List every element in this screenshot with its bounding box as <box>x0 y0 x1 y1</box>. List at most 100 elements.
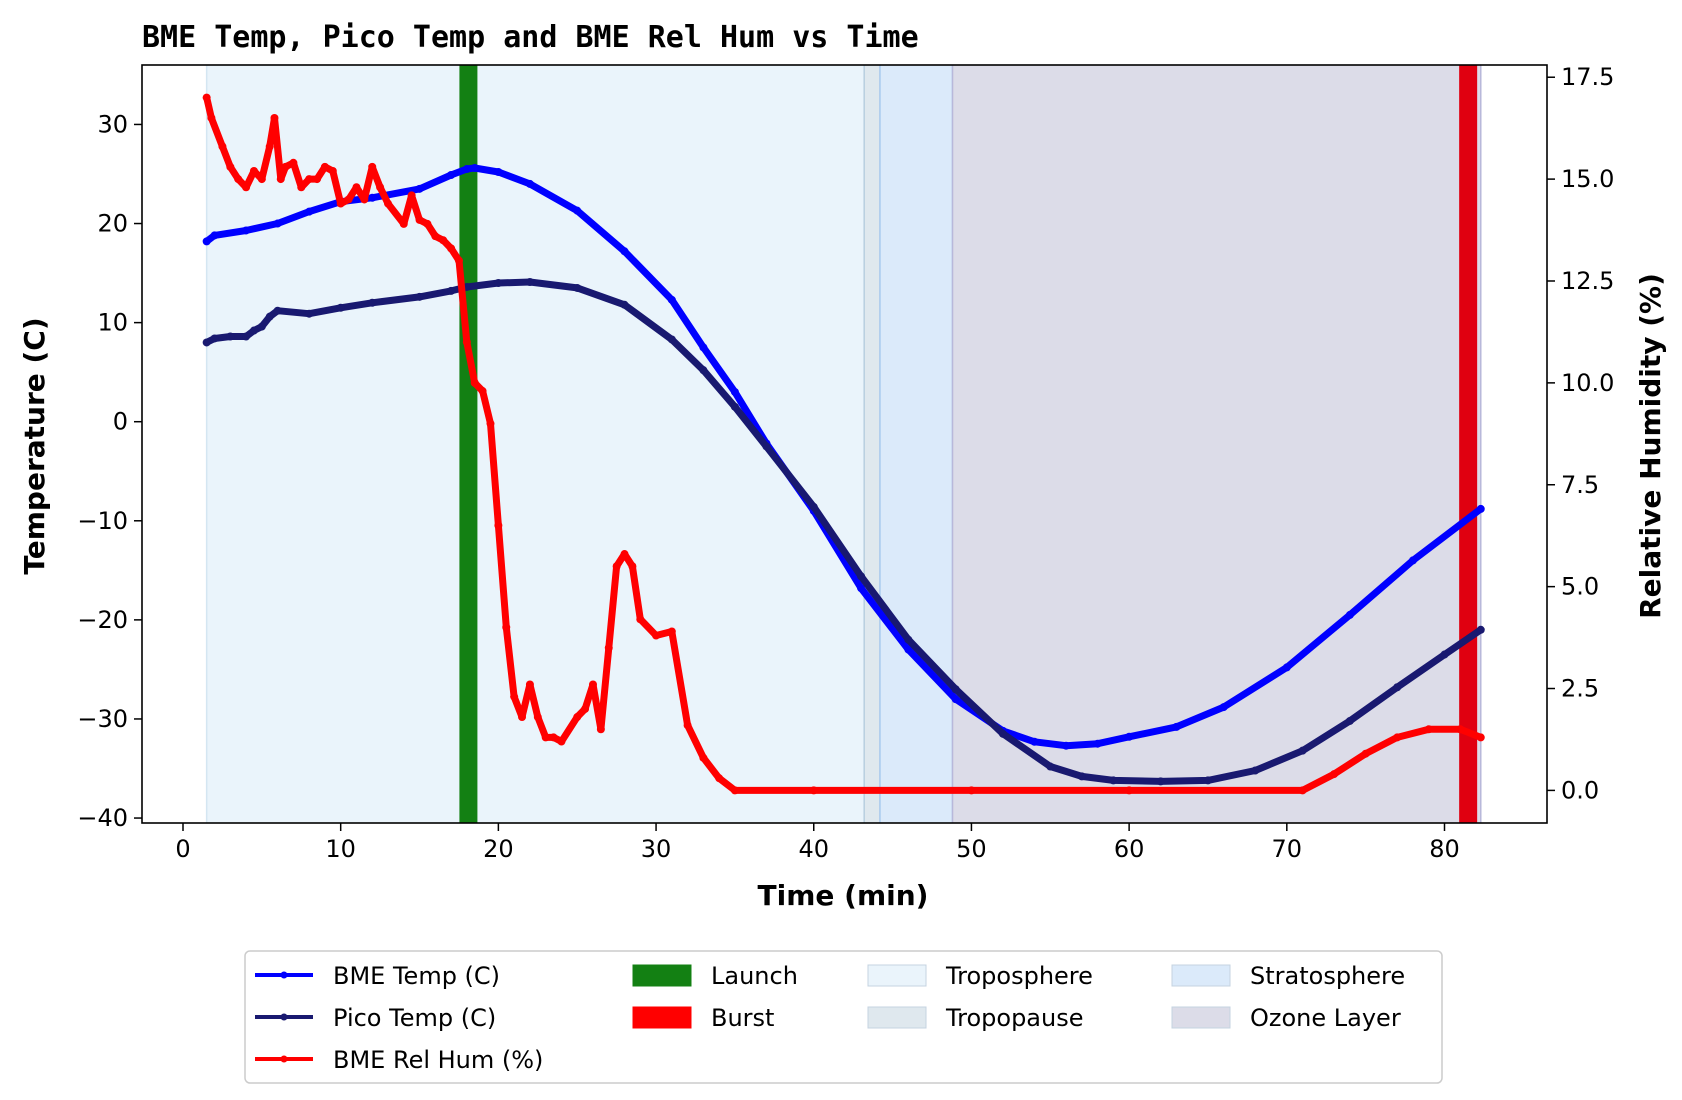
region-ozone-layer <box>952 65 1481 823</box>
legend-label-bme-rel-hum: BME Rel Hum (%) <box>333 1046 543 1074</box>
series-point-bme-rel-hum <box>1361 749 1370 758</box>
series-point-bme-temp <box>494 168 503 177</box>
series-point-bme-rel-hum <box>352 183 361 192</box>
series-point-pico-temp <box>904 635 913 644</box>
series-point-pico-temp <box>730 402 739 411</box>
series-point-bme-temp <box>273 219 282 228</box>
series-point-bme-rel-hum <box>967 786 976 795</box>
series-point-bme-rel-hum <box>336 199 345 208</box>
series-point-bme-temp <box>573 206 582 215</box>
series-point-bme-rel-hum <box>360 195 369 204</box>
series-point-bme-temp <box>210 231 219 240</box>
series-point-bme-rel-hum <box>447 244 456 253</box>
legend: BME Temp (C) Pico Temp (C) BME Rel Hum (%)… <box>244 950 1443 1084</box>
series-point-bme-rel-hum <box>368 162 377 171</box>
series-point-bme-temp <box>202 237 211 246</box>
series-point-bme-rel-hum <box>494 521 503 530</box>
series-point-bme-rel-hum <box>328 166 337 175</box>
series-point-bme-rel-hum <box>510 692 519 701</box>
series-point-pico-temp <box>1251 766 1260 775</box>
y2-tick-label: 17.5 <box>1561 63 1614 91</box>
series-point-pico-temp <box>305 309 314 318</box>
series-point-bme-rel-hum <box>557 737 566 746</box>
series-point-bme-rel-hum <box>486 419 495 428</box>
series-point-bme-rel-hum <box>344 195 353 204</box>
y2-tick-label: 10.0 <box>1561 369 1614 397</box>
series-point-bme-temp <box>904 645 913 654</box>
series-point-bme-temp <box>1093 739 1102 748</box>
series-point-bme-rel-hum <box>218 142 227 151</box>
series-point-bme-rel-hum <box>383 199 392 208</box>
x-tick-label: 50 <box>956 835 987 863</box>
series-point-bme-rel-hum <box>249 166 258 175</box>
series-point-bme-rel-hum <box>439 236 448 245</box>
series-point-bme-rel-hum <box>207 113 216 122</box>
legend-label-stratosphere: Stratosphere <box>1250 962 1405 990</box>
series-point-pico-temp <box>1109 776 1118 785</box>
series-point-bme-rel-hum <box>518 713 527 722</box>
series-point-bme-temp <box>368 193 377 202</box>
series-point-bme-rel-hum <box>715 774 724 783</box>
plot-frame <box>141 64 1548 824</box>
series-point-pico-temp <box>1077 772 1086 781</box>
series-point-bme-temp <box>699 343 708 352</box>
series-point-pico-temp <box>857 572 866 581</box>
series-point-bme-rel-hum <box>242 183 251 192</box>
series-point-bme-rel-hum <box>399 219 408 228</box>
series-point-bme-rel-hum <box>604 643 613 652</box>
series-point-bme-rel-hum <box>320 162 329 171</box>
series-point-bme-rel-hum <box>313 175 322 184</box>
y2-tick-label: 15.0 <box>1561 165 1614 193</box>
series-point-bme-rel-hum <box>588 680 597 689</box>
legend-swatch-burst <box>632 1006 692 1029</box>
series-point-pico-temp <box>494 278 503 287</box>
x-tick-label: 80 <box>1429 835 1460 863</box>
series-point-bme-rel-hum <box>541 733 550 742</box>
series-point-bme-rel-hum <box>376 183 385 192</box>
series-point-bme-rel-hum <box>620 550 629 559</box>
series-point-bme-rel-hum <box>470 378 479 387</box>
series-point-bme-rel-hum <box>407 191 416 200</box>
legend-label-tropopause: Tropopause <box>945 1004 1084 1032</box>
x-tick-label: 20 <box>483 835 514 863</box>
legend-swatch-ozone-layer <box>1171 1006 1231 1029</box>
y-tick-label: −30 <box>77 705 128 733</box>
series-point-bme-temp <box>1219 703 1228 712</box>
series-point-pico-temp <box>998 729 1007 738</box>
x-tick-label: 0 <box>175 835 190 863</box>
legend-swatch-troposphere <box>867 964 927 987</box>
series-point-bme-temp <box>415 184 424 193</box>
series-point-bme-temp <box>305 207 314 216</box>
series-point-bme-temp <box>462 165 471 174</box>
legend-swatch-tropopause <box>867 1006 927 1029</box>
series-line-bme-temp <box>203 164 1485 750</box>
series-point-bme-rel-hum <box>533 713 542 722</box>
y2-tick-label: 5.0 <box>1561 573 1599 601</box>
series-point-bme-temp <box>1125 732 1134 741</box>
y-tick-label: −20 <box>77 606 128 634</box>
series-point-pico-temp <box>1046 762 1055 771</box>
series-point-bme-temp <box>730 387 739 396</box>
region-stratosphere <box>879 65 953 823</box>
launch-bar <box>459 65 478 823</box>
series-point-bme-temp <box>1408 556 1417 565</box>
series-point-bme-temp <box>447 170 456 179</box>
y-tick-label: 20 <box>97 210 128 238</box>
y2-tick-label: 2.5 <box>1561 675 1599 703</box>
series-point-bme-rel-hum <box>667 627 676 636</box>
series-point-bme-rel-hum <box>257 175 266 184</box>
series-point-bme-temp <box>1062 741 1071 750</box>
series-point-pico-temp <box>525 277 534 286</box>
series-point-bme-temp <box>951 695 960 704</box>
series-point-bme-rel-hum <box>525 680 534 689</box>
series-point-pico-temp <box>620 300 629 309</box>
series-point-bme-rel-hum <box>1125 786 1134 795</box>
y-tick-label: 0 <box>113 408 128 436</box>
legend-marker-pico-temp-c <box>280 1013 288 1021</box>
legend-label-pico-temp-c: Pico Temp (C) <box>333 1004 496 1032</box>
x-tick-label: 10 <box>325 835 356 863</box>
series-point-pico-temp <box>573 283 582 292</box>
y2-tick-label: 0.0 <box>1561 776 1599 804</box>
series-point-bme-rel-hum <box>1476 733 1485 742</box>
